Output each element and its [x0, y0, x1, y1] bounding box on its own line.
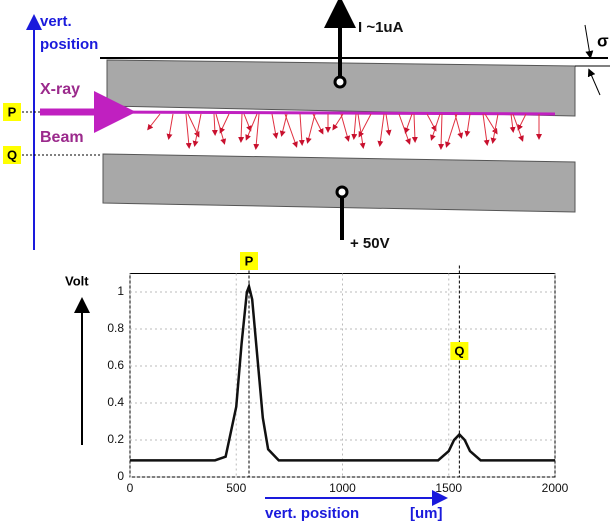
electron-arrow — [340, 113, 351, 142]
y-tick-label: 0.8 — [107, 321, 124, 335]
current-label: I ~1uA — [358, 19, 404, 36]
x-axis-unit: [um] — [410, 505, 443, 522]
electron-arrow — [305, 113, 316, 144]
electron-arrow — [398, 113, 411, 145]
electron-arrow — [517, 113, 527, 131]
electron-arrow — [245, 113, 258, 141]
position-label: vert. — [40, 13, 72, 30]
electron-arrow — [271, 113, 279, 139]
electron-arrow — [185, 113, 192, 149]
chart: 0 0.2 0.4 0.6 0.8 1 0 500 1000 1500 2000 P Q Volt vert… — [65, 252, 569, 522]
x-tick-label: 1000 — [329, 481, 356, 495]
electron-arrow — [438, 113, 445, 150]
q-label: Q — [7, 147, 17, 162]
data-line — [130, 282, 555, 462]
x-axis-label: vert. position — [265, 505, 359, 522]
x-tick-label: 0 — [127, 481, 134, 495]
electron-arrow — [279, 113, 288, 137]
electron-arrow — [430, 113, 441, 141]
electron-arrow — [482, 113, 490, 146]
q-marker — [3, 146, 21, 164]
electron-arrow — [358, 113, 372, 138]
electron-arrow — [377, 113, 385, 147]
electron-arrow — [187, 113, 200, 138]
x-tick-label: 500 — [226, 481, 246, 495]
xray-label: X-ray — [40, 81, 80, 98]
electron-arrow — [484, 113, 498, 135]
y-axis-label: Volt — [65, 273, 89, 288]
annotation-box — [240, 252, 258, 270]
voltage-label: + 50V — [350, 235, 390, 252]
p-marker — [3, 103, 21, 121]
electron-arrow — [192, 113, 202, 147]
electron-arrow — [411, 113, 418, 143]
y-tick-label: 0 — [117, 469, 124, 483]
y-tick-label: 0.2 — [107, 432, 124, 446]
electron-arrow — [219, 113, 230, 134]
x-tick-label: 2000 — [542, 481, 569, 495]
electron-arrow — [351, 113, 358, 140]
electron-arrow — [509, 113, 516, 133]
detector-diagram: I ~1uA + 50V vert. position X-ray Beam P… — [3, 0, 610, 252]
sigma-label: σ — [597, 31, 609, 50]
electron-arrow — [298, 113, 305, 146]
bottom-contact — [335, 185, 349, 199]
gap-arrow — [584, 24, 594, 59]
y-tick-label: 0.6 — [107, 358, 124, 372]
electron-arrow — [357, 113, 366, 149]
annotation-box — [450, 342, 469, 360]
electron-arrow — [238, 113, 245, 143]
electron-arrow — [211, 113, 218, 136]
electron-arrow — [253, 113, 260, 150]
x-tick-label: 1500 — [435, 481, 462, 495]
bottom-plate — [102, 153, 576, 213]
electron-arrow — [464, 113, 471, 137]
electron-arrow — [490, 113, 499, 144]
electron-arrows — [147, 113, 542, 150]
xray-beam — [107, 110, 556, 116]
electron-arrow — [426, 113, 437, 132]
y-tick-label: 0.4 — [107, 395, 124, 409]
top-contact — [333, 75, 347, 89]
electron-arrow — [166, 113, 174, 140]
electron-arrow — [284, 113, 298, 148]
electron-arrow — [385, 113, 392, 136]
annotation-label: P — [245, 253, 254, 268]
beam-label: Beam — [40, 129, 84, 146]
y-tick-label: 1 — [117, 284, 124, 298]
electron-arrow — [332, 113, 344, 131]
p-label: P — [8, 104, 17, 119]
electron-arrow — [445, 113, 458, 148]
electron-arrow — [512, 113, 524, 142]
gap-arrow — [587, 68, 601, 96]
position-label: position — [40, 36, 98, 53]
annotation-label: Q — [454, 343, 464, 358]
electron-arrow — [404, 113, 413, 134]
electron-arrow — [243, 113, 252, 132]
electron-arrow — [147, 113, 161, 131]
